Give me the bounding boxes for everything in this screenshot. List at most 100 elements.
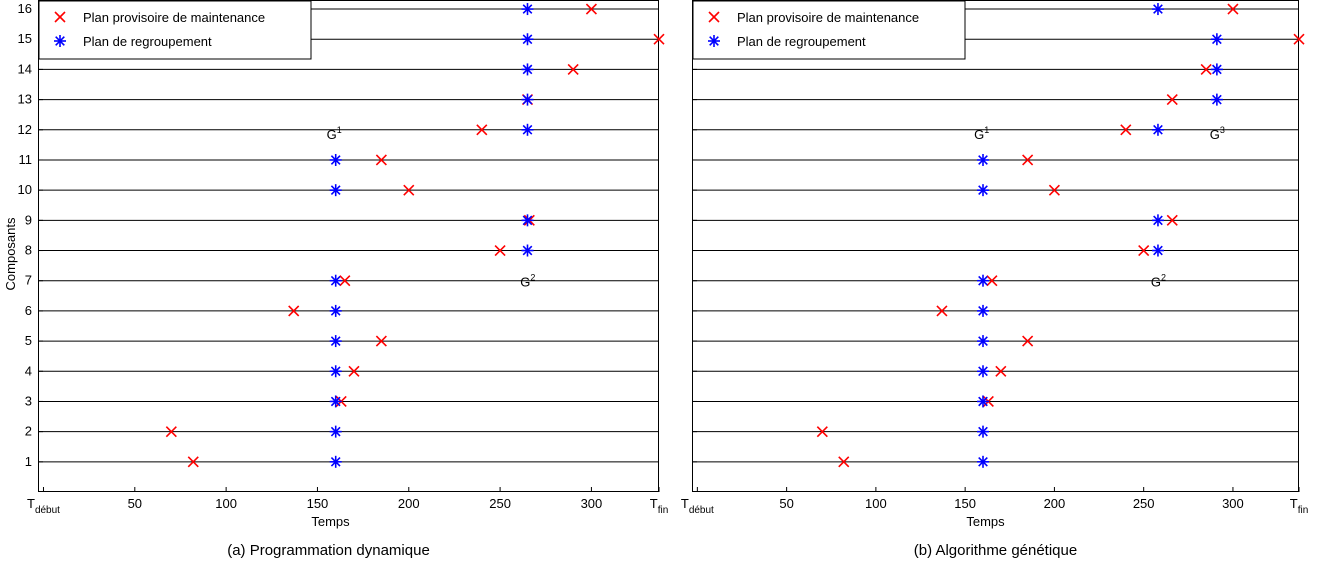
x-tick-label: 300 [581, 496, 603, 511]
x-tick-label: 150 [954, 496, 976, 511]
grouping-point [977, 395, 990, 408]
x-tick-label: 200 [398, 496, 420, 511]
grouping-point [1210, 93, 1223, 106]
legend-entry-label: Plan provisoire de maintenance [737, 10, 919, 25]
grouping-point [977, 153, 990, 166]
maintenance-point [816, 426, 828, 438]
y-tick-label: 9 [25, 212, 32, 227]
maintenance-point [936, 305, 948, 317]
grouping-point [977, 274, 990, 287]
x-tick-label: 50 [128, 496, 142, 511]
y-tick-label: 5 [25, 333, 32, 348]
maintenance-point [494, 244, 506, 257]
maintenance-point [1166, 214, 1178, 226]
y-tick-label: 12 [18, 122, 32, 137]
chart-caption: (b) Algorithme génétique [914, 542, 1077, 559]
y-axis-label: Composants [3, 217, 18, 290]
chart-panel-2: Tdébut 50 100 150 200 250 300 Tfin Temps (b) Algo… [681, 0, 1309, 559]
grouping-point [1210, 63, 1223, 76]
x-tick-label: Tfin [1290, 496, 1309, 516]
legend: Plan provisoire de maintenance Plan de re… [38, 0, 312, 60]
maintenance-point [1138, 244, 1150, 257]
maintenance-point [187, 456, 199, 468]
grouping-point [977, 335, 990, 348]
maintenance-point [375, 335, 387, 347]
maintenance-point [339, 275, 351, 287]
x-marker [54, 11, 66, 23]
y-tick-label: 3 [25, 393, 32, 408]
x-tick-label: 250 [1133, 496, 1155, 511]
maintenance-point [1293, 33, 1305, 45]
grouping-point [329, 395, 342, 408]
y-tick-label: 16 [18, 1, 32, 16]
grouping-point [977, 184, 990, 197]
maintenance-point [1166, 94, 1178, 106]
x-tick-label: 300 [1222, 496, 1244, 511]
grouping-point [329, 335, 342, 348]
grouping-point [329, 304, 342, 317]
maintenance-point [1048, 184, 1060, 196]
maintenance-point [348, 365, 360, 377]
plot-frame [692, 0, 1299, 492]
maintenance-point [986, 275, 998, 287]
grouping-point [977, 455, 990, 468]
group-annotation: G2 [520, 273, 535, 290]
y-tick-label: 14 [18, 61, 32, 76]
grouping-point [521, 93, 534, 106]
x-tick-label: 100 [865, 496, 887, 511]
y-tick-label: 11 [19, 152, 33, 167]
chart-caption: (a) Programmation dynamique [227, 542, 430, 559]
grouping-point [977, 304, 990, 317]
legend: Plan provisoire de maintenance Plan de re… [692, 0, 966, 60]
maintenance-point [653, 33, 665, 45]
grouping-point [329, 274, 342, 287]
grouping-point [521, 214, 534, 227]
y-tick-label: 4 [25, 363, 32, 378]
x-tick-label: 150 [307, 496, 329, 511]
grouping-point [1151, 214, 1164, 227]
maintenance-point [165, 426, 177, 438]
x-tick-label: 200 [1044, 496, 1066, 511]
maintenance-point [1227, 3, 1239, 15]
maintenance-point [995, 365, 1007, 377]
maintenance-point [403, 184, 415, 196]
x-tick-label: 100 [215, 496, 237, 511]
maintenance-point [375, 154, 387, 166]
grouping-point [1210, 33, 1223, 46]
maintenance-point [1022, 154, 1034, 166]
y-tick-label: 15 [18, 31, 32, 46]
maintenance-point [838, 456, 850, 468]
y-tick-label: 2 [25, 424, 32, 439]
y-tick-label: 1 [25, 454, 32, 469]
grouping-point [329, 365, 342, 378]
grouping-point [329, 455, 342, 468]
grouping-point [521, 3, 534, 16]
y-tick-label: 7 [25, 273, 32, 288]
y-tick-label: 13 [18, 92, 32, 107]
x-tick-label: Tdébut [27, 496, 60, 516]
x-tick-label: Tfin [650, 496, 669, 516]
grouping-point [1151, 123, 1164, 136]
plot-frame [38, 0, 659, 492]
star-marker [54, 35, 66, 47]
grouping-point [521, 63, 534, 76]
maintenance-point [1200, 63, 1212, 75]
legend-entry-label: Plan de regroupement [83, 34, 212, 49]
grouping-point [521, 33, 534, 46]
grouping-point [329, 184, 342, 197]
grouping-point [977, 365, 990, 378]
x-axis-label: Temps [311, 514, 350, 529]
maintenance-point [1120, 124, 1132, 136]
y-tick-label: 8 [25, 243, 32, 258]
grouping-point [1151, 3, 1164, 16]
grouping-point [329, 425, 342, 438]
y-tick-label: 6 [25, 303, 32, 318]
x-axis-label: Temps [966, 514, 1005, 529]
y-tick-label: 10 [18, 182, 32, 197]
maintenance-point [288, 305, 300, 317]
grouping-point [521, 244, 534, 257]
x-tick-label: 50 [779, 496, 793, 511]
legend-box [38, 0, 312, 60]
